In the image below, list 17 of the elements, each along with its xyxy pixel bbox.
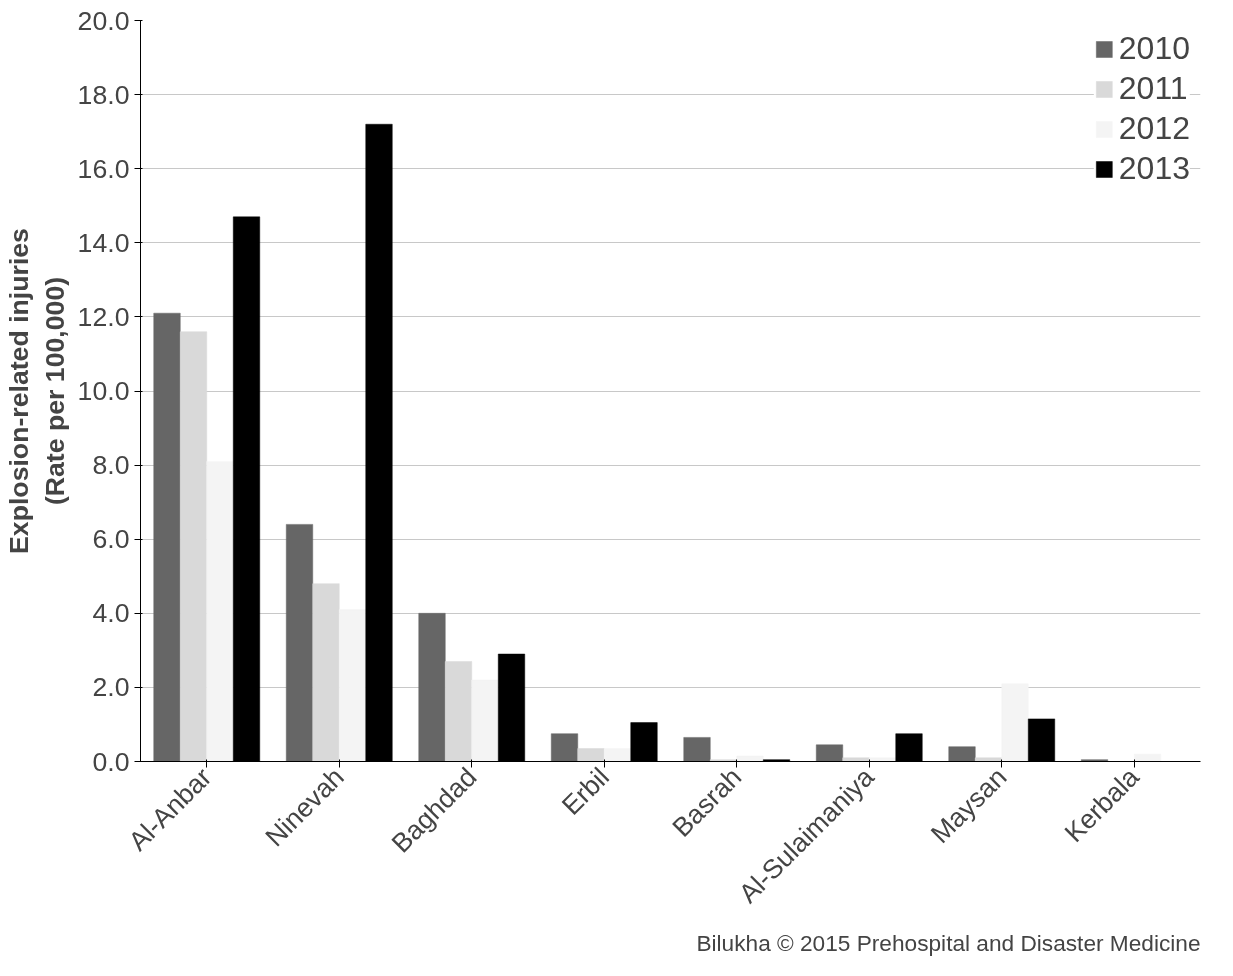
y-tick-label: 18.0 <box>77 79 130 110</box>
y-axis-title: Explosion-related injuries (Rate per 100,000) <box>3 228 70 554</box>
legend-label: 2013 <box>1118 150 1190 187</box>
legend-label: 2012 <box>1118 110 1190 147</box>
y-tick-label: 20.0 <box>77 5 130 36</box>
legend-label: 2011 <box>1118 70 1188 107</box>
y-tick-label: 0.0 <box>92 746 130 777</box>
y-tick-label: 16.0 <box>77 153 130 184</box>
y-tick-label: 10.0 <box>77 376 130 406</box>
y-tick-label: 2.0 <box>92 672 130 703</box>
y-tick-label: 4.0 <box>92 598 130 629</box>
legend-label: 2010 <box>1118 30 1190 67</box>
y-tick-label: 6.0 <box>92 524 130 555</box>
text: Bilukha © 2015 Prehospital and Disaster Medicine <box>696 929 1201 956</box>
y-tick-label: 12.0 <box>77 301 130 332</box>
y-tick-label: 8.0 <box>92 450 130 481</box>
y-tick-label: 14.0 <box>77 227 130 258</box>
